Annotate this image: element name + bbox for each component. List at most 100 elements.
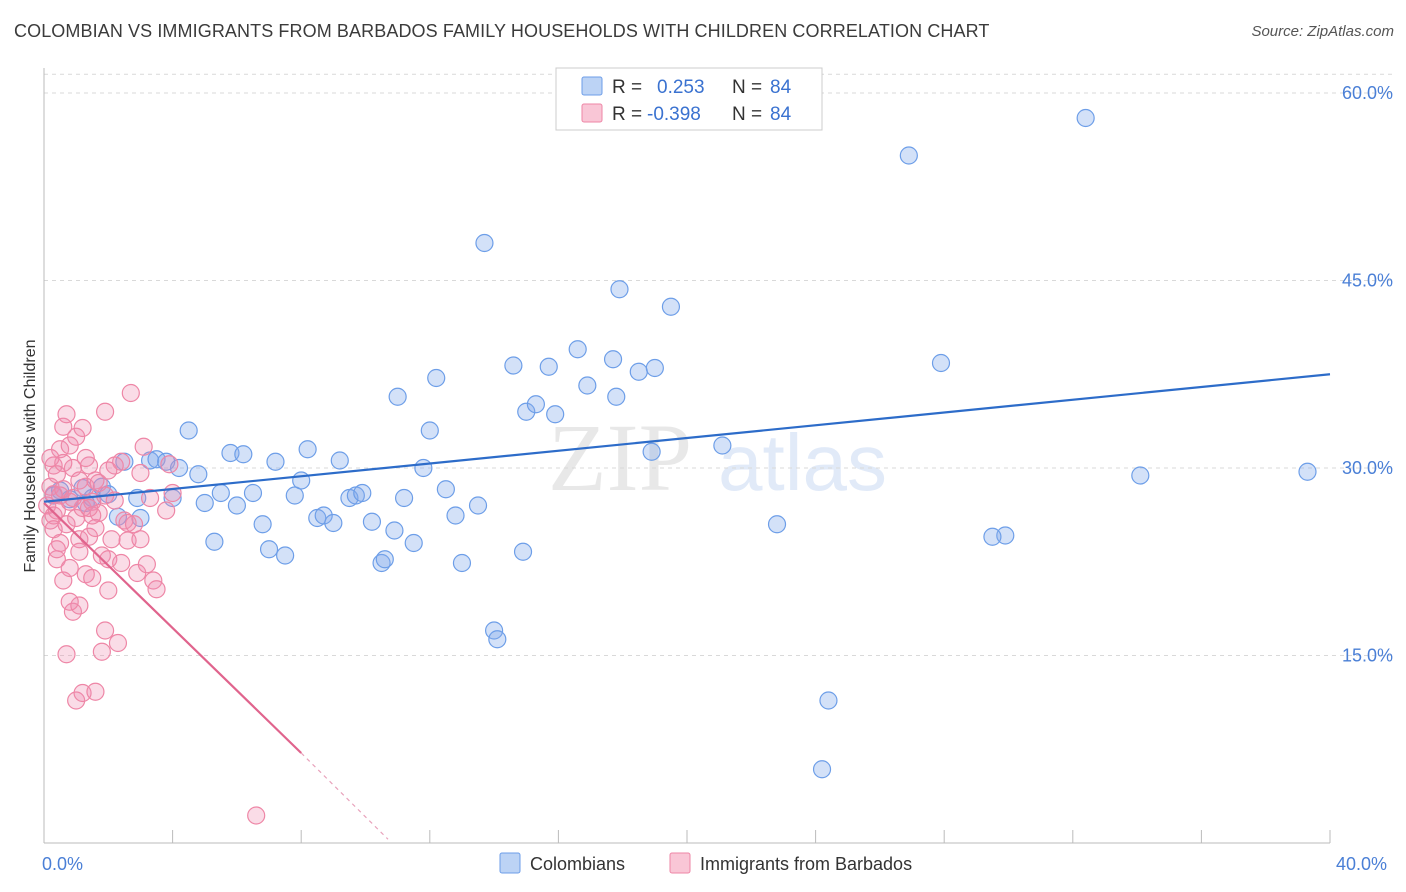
colombians-point-17 [195,493,214,513]
barbados-point-76 [70,542,89,561]
legend-swatch-blue [581,76,603,96]
barbados-point-34 [83,568,102,588]
colombians-point-14 [169,458,189,478]
barbados-point-82 [247,806,266,825]
colombians-point-41 [385,521,404,540]
colombians-point-67 [642,442,661,461]
y-tick-label-45: 45.0% [1342,271,1393,291]
colombians-point-27 [276,546,295,565]
watermark: ZIP atlas [548,404,887,511]
colombians-point-38 [362,512,382,531]
barbados-point-74 [47,540,66,559]
colombians-point-25 [259,540,279,559]
colombians-point-60 [546,405,565,424]
barbados-point-37 [86,682,105,701]
barbados-point-40 [92,642,111,661]
bottom-legend-swatch-colombians [499,852,521,874]
barbados-point-75 [60,592,79,611]
colombians-point-73 [819,691,838,710]
barbados-point-73 [118,513,137,533]
colombians-point-18 [205,532,224,551]
barbados-point-57 [134,437,153,456]
x-axis-ticks [43,830,1331,843]
colombians-trend-line [43,373,1331,503]
colombians-point-72 [812,760,832,779]
series-legend: Colombians Immigrants from Barbados [499,852,912,874]
colombians-point-42 [388,387,407,406]
barbados-point-66 [47,501,66,520]
barbados-point-48 [108,633,128,653]
barbados-point-71 [89,473,108,493]
colombians-point-63 [603,350,623,369]
gridlines [44,73,1392,656]
legend-r-value-1: 0.253 [657,77,705,98]
colombians-point-44 [404,533,423,553]
colombians-point-76 [996,526,1015,545]
colombians-point-80 [1131,466,1150,485]
colombians-point-30 [298,440,317,459]
legend-swatch-pink [581,103,603,123]
barbados-point-69 [76,448,95,468]
colombians-point-52 [475,233,494,253]
barbados-point-5 [47,465,66,484]
colombians-point-56 [513,542,533,561]
colombians-point-21 [227,496,246,515]
colombians-point-26 [266,452,285,471]
barbados-trend-line-extension [300,752,389,840]
barbados-point-62 [157,501,176,520]
colombians-point-74 [899,146,918,165]
barbados-point-25 [70,596,89,615]
colombians-point-34 [330,451,349,470]
colombians-point-55 [504,356,523,375]
colombians-point-32 [314,506,333,525]
barbados-point-26 [73,418,92,438]
y-tick-label-60: 60.0% [1342,83,1393,103]
barbados-point-61 [147,580,166,599]
barbados-point-53 [124,515,144,534]
colombians-point-71 [767,515,787,534]
colombians-point-65 [610,280,629,299]
barbados-point-14 [57,645,76,664]
colombians-point-37 [353,483,372,503]
colombians-point-75 [931,353,951,373]
colombians-point-81 [1298,462,1317,481]
legend-n-label-2: N = [732,104,762,125]
barbados-point-28 [73,683,92,703]
colombians-points [44,108,1317,779]
colombians-point-48 [436,480,455,499]
barbados-point-22 [67,691,86,710]
barbados-point-52 [121,383,140,403]
colombians-point-69 [661,297,681,316]
colombians-point-51 [468,496,488,515]
barbados-point-56 [131,530,150,549]
colombians-point-79 [1076,108,1095,128]
legend-n-label-1: N = [732,77,762,98]
stats-legend: R = 0.253 N = 84 R = -0.398 N = 84 [555,67,823,131]
x-tick-label-max: 40.0% [1336,854,1387,874]
colombians-point-62 [578,376,597,395]
colombians-point-70 [713,436,732,455]
bottom-legend-swatch-barbados [669,852,691,874]
barbados-point-80 [44,520,63,539]
barbados-point-35 [86,471,105,490]
barbados-point-78 [99,461,118,480]
barbados-point-63 [163,483,182,503]
colombians-point-16 [189,465,208,484]
colombians-point-19 [211,483,230,503]
barbados-point-79 [112,553,131,573]
barbados-point-45 [99,581,118,600]
watermark-zip: ZIP [548,404,692,511]
colombians-point-28 [285,486,304,505]
legend-n-value-1: 84 [770,77,792,98]
chart-title: COLOMBIAN VS IMMIGRANTS FROM BARBADOS FA… [14,21,990,41]
colombians-point-23 [243,483,263,503]
colombians-point-68 [645,358,664,378]
colombians-point-61 [568,340,587,359]
barbados-points [38,383,266,825]
colombians-point-57 [517,402,536,421]
y-tick-label-15: 15.0% [1342,646,1393,666]
barbados-point-81 [54,453,73,473]
colombians-point-54 [488,630,507,649]
barbados-point-58 [137,555,156,574]
